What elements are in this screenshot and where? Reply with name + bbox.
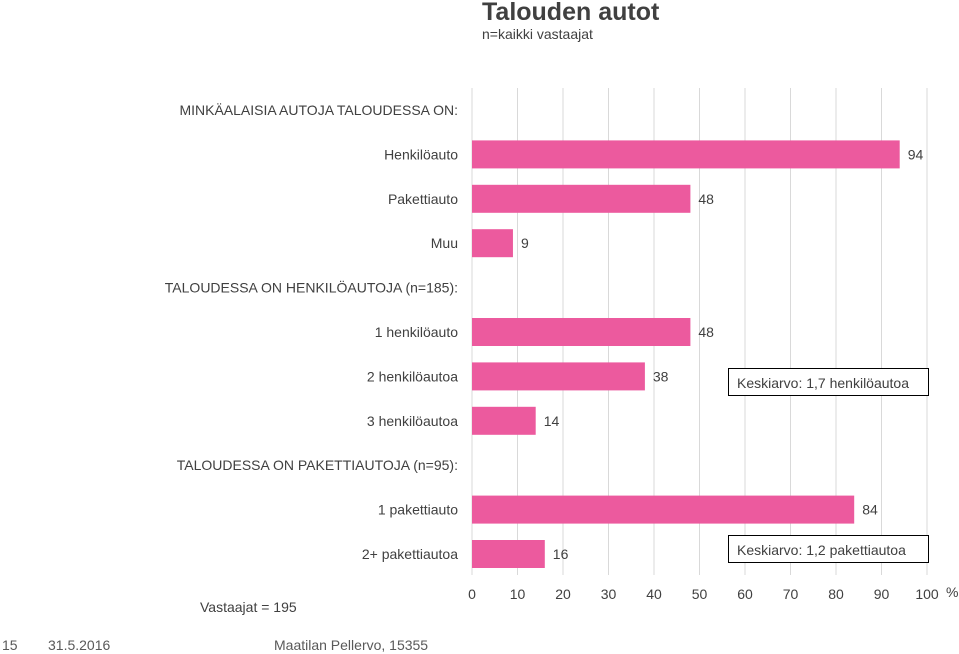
- bar: [472, 362, 645, 391]
- footer-date: 31.5.2016: [48, 637, 111, 653]
- category-label: Henkilöauto: [384, 146, 458, 162]
- chart-subtitle: n=kaikki vastaajat: [482, 26, 593, 42]
- page-number: 15: [2, 637, 18, 653]
- footer-source: Maatilan Pellervo, 15355: [274, 637, 429, 653]
- mean-cars-annotation: Keskiarvo: 1,7 henkilöautoa: [728, 368, 929, 396]
- data-label: 48: [698, 324, 714, 340]
- x-tick-label: 40: [646, 586, 662, 602]
- category-label: 1 pakettiauto: [378, 502, 458, 518]
- x-tick-label: 60: [737, 586, 753, 602]
- category-label: 3 henkilöautoa: [367, 413, 458, 429]
- category-label: 2 henkilöautoa: [367, 368, 458, 384]
- group-label: MINKÄALAISIA AUTOJA TALOUDESSA ON:: [179, 102, 458, 118]
- x-tick-label: 80: [828, 586, 844, 602]
- group-label: TALOUDESSA ON PAKETTIAUTOJA (n=95):: [177, 457, 458, 473]
- x-tick-label: 30: [601, 586, 617, 602]
- x-tick-label: 0: [468, 586, 476, 602]
- bar: [472, 540, 545, 568]
- data-label: 14: [544, 413, 560, 429]
- bar: [472, 495, 855, 524]
- x-tick-label: 50: [692, 586, 708, 602]
- category-label: Pakettiauto: [388, 191, 458, 207]
- data-label: 94: [908, 146, 924, 162]
- mean-vans-annotation: Keskiarvo: 1,2 pakettiautoa: [728, 535, 929, 563]
- x-tick-label: 100: [915, 586, 939, 602]
- bar: [472, 229, 513, 258]
- category-label: Muu: [431, 235, 458, 251]
- bar: [472, 318, 691, 346]
- category-label: 1 henkilöauto: [375, 324, 459, 340]
- x-tick-label: 20: [555, 586, 571, 602]
- group-label: TALOUDESSA ON HENKILÖAUTOJA (n=185):: [165, 279, 458, 296]
- category-label: 2+ pakettiautoa: [362, 546, 458, 562]
- data-label: 16: [553, 546, 569, 562]
- bar: [472, 406, 536, 435]
- x-tick-label: 90: [874, 586, 890, 602]
- chart-title: Talouden autot: [482, 0, 660, 26]
- data-label: 48: [698, 191, 714, 207]
- data-label: 38: [653, 368, 669, 384]
- data-label: 84: [862, 502, 878, 518]
- bar: [472, 184, 691, 213]
- x-tick-label: 10: [510, 586, 526, 602]
- bar: [472, 140, 900, 169]
- x-unit-label: %: [946, 584, 958, 600]
- respondent-count: Vastaajat = 195: [200, 599, 297, 615]
- data-label: 9: [521, 235, 529, 251]
- x-tick-label: 70: [783, 586, 799, 602]
